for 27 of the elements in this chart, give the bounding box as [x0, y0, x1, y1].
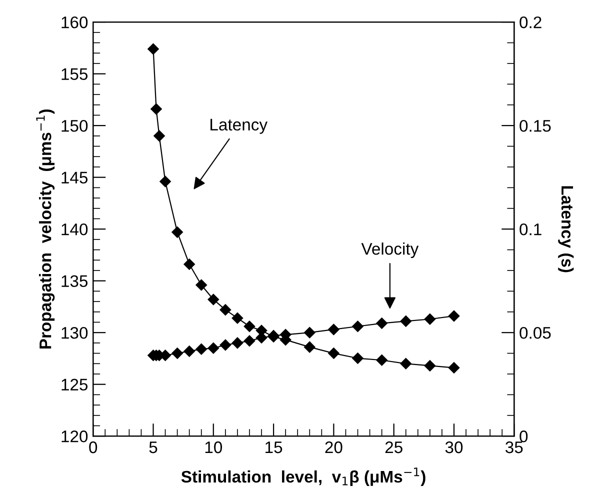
x-tick-label: 0 — [89, 441, 98, 454]
y2-tick-label: 0.2 — [520, 16, 542, 28]
y-tick-label: 160 — [62, 16, 88, 28]
y-tick-label: 135 — [62, 275, 88, 288]
y-tick-label: 125 — [62, 378, 88, 391]
y-tick-label: 120 — [62, 430, 88, 442]
y-tick-label: 140 — [62, 223, 88, 236]
annotation: Latency — [210, 118, 268, 134]
y-tick-label: 155 — [62, 68, 88, 80]
x-axis-title: Stimulation level, v$_{1}$β (μMs$^{−1}$) — [181, 468, 426, 486]
annotation: Velocity — [361, 242, 419, 258]
y2-tick-label: 0.1 — [520, 223, 542, 236]
x-tick-label: 35 — [506, 441, 523, 454]
x-tick-label: 25 — [385, 441, 402, 454]
x-tick-label: 30 — [445, 441, 463, 454]
y2-tick-label: 0.05 — [520, 326, 551, 339]
y2-tick-label: 0 — [520, 430, 528, 442]
y-tick-label: 145 — [62, 172, 88, 184]
x-tick-label: 5 — [149, 442, 158, 454]
x-tick-label: 20 — [325, 441, 342, 454]
y-axis-title: Propagation velocity (μms$^{−1}$) — [36, 109, 55, 349]
y2-tick-label: 0.15 — [520, 120, 551, 132]
y2-axis-title: Latency (s) — [558, 186, 574, 272]
y-tick-label: 130 — [62, 326, 88, 339]
y-tick-label: 150 — [62, 120, 88, 132]
x-tick-label: 10 — [205, 441, 222, 454]
x-tick-label: 15 — [266, 442, 282, 454]
